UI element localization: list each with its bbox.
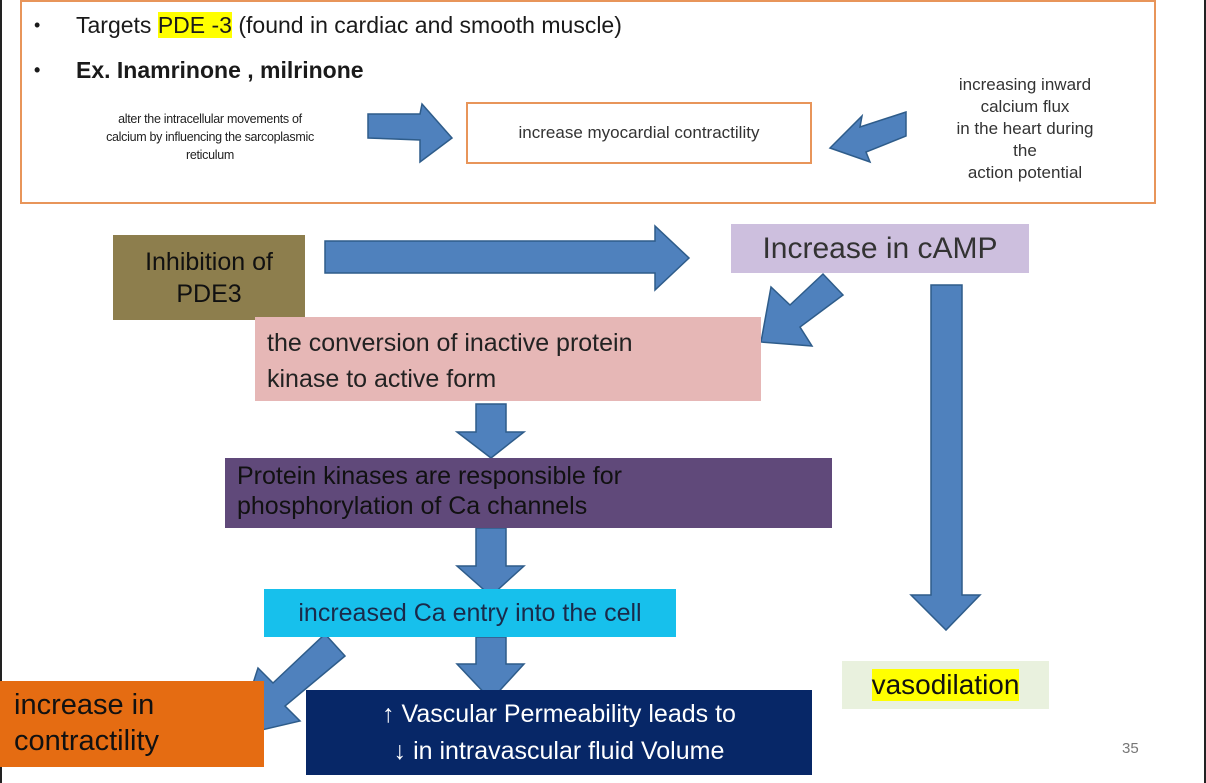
kinase-conversion-box: the conversion of inactive protein kinas…	[255, 317, 761, 401]
note-calcium-flux: increasing inward calcium flux in the he…	[956, 75, 1094, 182]
right-border	[1204, 0, 1206, 783]
contractility-outcome-box: increase in contractility	[0, 681, 264, 767]
summary-panel: • Targets PDE -3 (found in cardiac and s…	[20, 0, 1156, 204]
calcium-entry-box: increased Ca entry into the cell	[264, 589, 676, 637]
arrow-down-icon	[454, 403, 527, 459]
vasodilation-label: vasodilation	[871, 669, 1020, 701]
page-number: 35	[1122, 740, 1139, 757]
arrow-down-left-icon	[760, 272, 845, 347]
bullet-icon: •	[34, 15, 41, 35]
note-sarcoplasmic: alter the intracellular movements of cal…	[106, 112, 314, 162]
arrow-right-icon	[367, 102, 454, 164]
bullet-text: Targets PDE -3 (found in cardiac and smo…	[76, 12, 622, 38]
arrow-down-icon	[455, 527, 526, 598]
arrow-right-icon	[324, 224, 691, 292]
left-border	[0, 0, 2, 783]
arrow-down-icon	[909, 284, 982, 632]
bullet-text: Ex. Inamrinone , milrinone	[76, 57, 364, 83]
arrow-left-icon	[828, 110, 907, 164]
bullet-icon: •	[34, 60, 41, 80]
vascular-permeability-box: ↑ Vascular Permeability leads to ↓ in in…	[306, 690, 812, 775]
highlighted-term: PDE -3	[157, 12, 232, 38]
vasodilation-box: vasodilation	[842, 661, 1049, 709]
bullet-item-targets: • Targets PDE -3 (found in cardiac and s…	[34, 12, 622, 39]
camp-increase-box: Increase in cAMP	[731, 224, 1029, 273]
inhibition-pde3-box: Inhibition of PDE3	[113, 235, 305, 320]
phosphorylation-box: Protein kinases are responsible for phos…	[225, 458, 832, 528]
arrow-down-icon	[455, 636, 526, 702]
bullet-item-examples: • Ex. Inamrinone , milrinone	[34, 57, 364, 84]
myocardial-contractility-box: increase myocardial contractility	[466, 102, 812, 164]
